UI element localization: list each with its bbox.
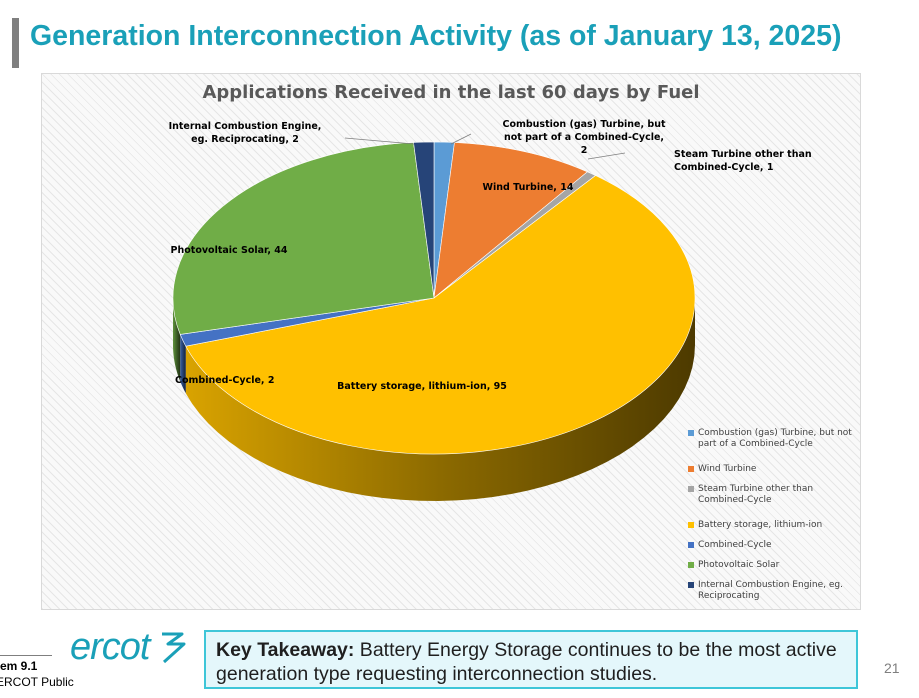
leader-line-2 (587, 152, 626, 160)
page-number: 21 (884, 660, 900, 676)
legend-label: Internal Combustion Engine, eg. Reciproc… (698, 580, 843, 601)
chart-area: Applications Received in the last 60 day… (41, 73, 861, 610)
footer-divider (0, 655, 52, 656)
legend-swatch (688, 542, 694, 548)
data-label-2: Steam Turbine other than Combined-Cycle, … (674, 149, 812, 173)
item-number: tem 9.1 (0, 659, 38, 673)
legend-item: Combustion (gas) Turbine, but not part o… (688, 428, 858, 450)
legend-label: Combined-Cycle (698, 540, 772, 550)
legend-label: Battery storage, lithium-ion (698, 520, 823, 530)
pie-side-5 (173, 298, 181, 382)
data-label-line: Combined-Cycle, 1 (674, 162, 773, 173)
legend-label: Steam Turbine other than Combined-Cycle (698, 484, 814, 505)
legend-label: Wind Turbine (698, 464, 757, 474)
legend-swatch (688, 562, 694, 568)
data-label-line: not part of a Combined-Cycle, (504, 132, 664, 143)
data-label-line: Wind Turbine, 14 (483, 182, 574, 193)
legend-label: Photovoltaic Solar (698, 560, 780, 570)
data-label-6: Internal Combustion Engine, eg. Reciproca… (169, 121, 322, 145)
public-label: ERCOT Public (0, 675, 74, 689)
chart-legend: Combustion (gas) Turbine, but not part o… (688, 428, 858, 616)
pie-side-4 (180, 334, 186, 394)
chart-title: Applications Received in the last 60 day… (202, 82, 700, 103)
data-label-line: Combustion (gas) Turbine, but (502, 119, 665, 130)
legend-item: Internal Combustion Engine, eg. Reciproc… (688, 580, 858, 602)
title-accent-bar (12, 18, 19, 68)
pie-slice-5 (172, 142, 435, 335)
legend-label: Combustion (gas) Turbine, but not part o… (698, 428, 852, 449)
data-label-line: Combined-Cycle, 2 (175, 375, 274, 386)
legend-swatch (688, 466, 694, 472)
takeaway-text: Battery Energy Storage continues to be t… (216, 639, 837, 685)
legend-swatch (688, 522, 694, 528)
data-label-line: Internal Combustion Engine, (169, 121, 322, 132)
legend-item: Photovoltaic Solar (688, 560, 858, 571)
data-label-1: Wind Turbine, 14 (483, 182, 574, 193)
legend-swatch (688, 430, 694, 436)
ercot-logo: ercot (70, 626, 150, 668)
data-label-line: Battery storage, lithium-ion, 95 (337, 381, 507, 392)
pie-chart: Combustion (gas) Turbine, but not part of… (169, 119, 812, 501)
pie-side-3 (185, 298, 696, 501)
legend-item: Steam Turbine other than Combined-Cycle (688, 484, 858, 506)
legend-item: Battery storage, lithium-ion (688, 520, 858, 531)
data-label-5: Photovoltaic Solar, 44 (171, 245, 288, 256)
data-label-line: eg. Reciprocating, 2 (191, 134, 299, 145)
data-label-0: Combustion (gas) Turbine, but not part of… (502, 119, 665, 156)
lightning-bolt-icon (162, 632, 186, 664)
data-label-4: Combined-Cycle, 2 (175, 375, 274, 386)
leader-line-6 (344, 137, 415, 145)
data-label-line: 2 (581, 145, 588, 156)
legend-swatch (688, 582, 694, 588)
pie-slice-3 (185, 175, 696, 455)
legend-item: Combined-Cycle (688, 540, 858, 551)
data-label-line: Photovoltaic Solar, 44 (171, 245, 288, 256)
pie-slice-6 (413, 141, 435, 299)
legend-item: Wind Turbine (688, 464, 858, 475)
data-label-3: Battery storage, lithium-ion, 95 (337, 381, 507, 392)
pie-slice-1 (433, 142, 588, 299)
legend-swatch (688, 486, 694, 492)
page-title: Generation Interconnection Activity (as … (30, 20, 842, 52)
data-label-line: Steam Turbine other than (674, 149, 812, 160)
takeaway-label: Key Takeaway: (216, 639, 355, 661)
leader-line-0 (450, 133, 472, 145)
key-takeaway-box: Key Takeaway: Battery Energy Storage con… (204, 630, 858, 689)
